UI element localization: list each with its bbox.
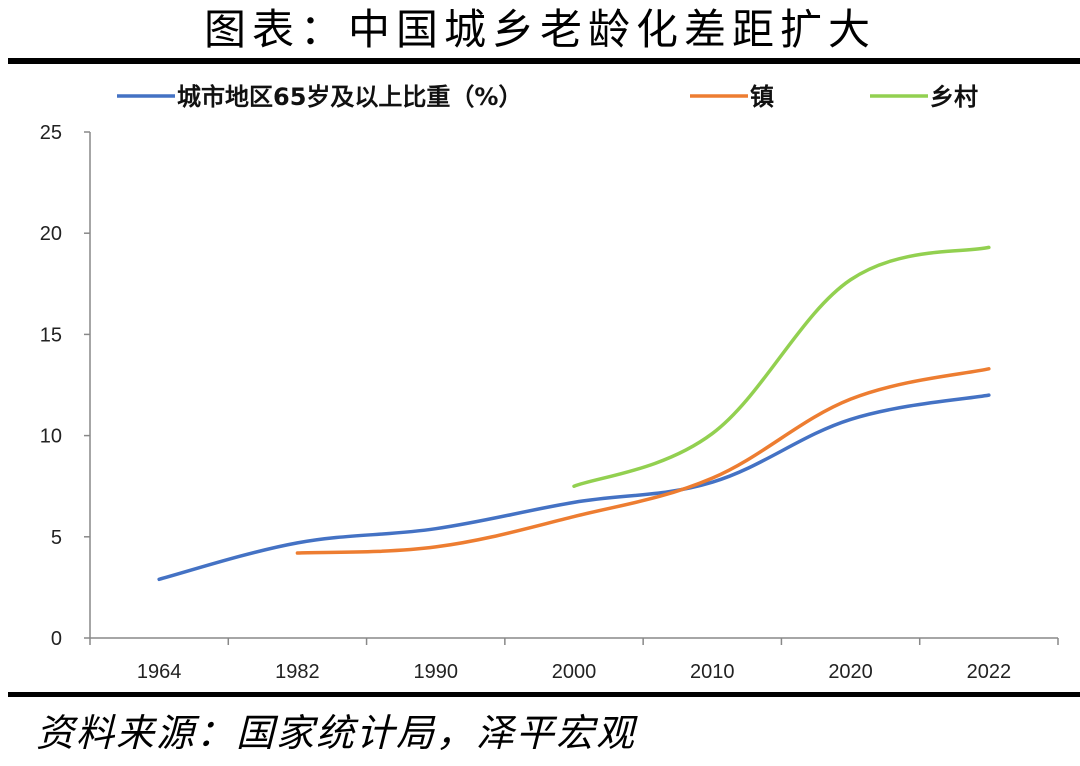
x-tick-label: 1982	[275, 661, 320, 683]
y-tick-label: 25	[40, 122, 62, 144]
series-layer	[157, 245, 991, 582]
axes: 0 5 10 15 20 25 1964 1982 1990 2000 2010 2020 2022	[40, 122, 1059, 683]
x-tick-label: 2022	[967, 661, 1012, 683]
x-tick-label: 1990	[413, 661, 458, 683]
legend-label: 镇	[750, 83, 774, 111]
source-note: 资料来源：国家统计局，泽平宏观	[36, 711, 637, 755]
y-tick-label: 10	[40, 426, 62, 448]
legend: 城市地区65岁及以上比重（%） 镇 乡村	[117, 83, 978, 111]
y-tick-label: 20	[40, 223, 62, 245]
x-tick-label: 1964	[137, 661, 182, 683]
bottom-rule	[8, 692, 1080, 697]
chart-title: 图表：中国城乡老龄化差距扩大	[203, 5, 876, 54]
x-tick-label: 2010	[690, 661, 735, 683]
legend-label: 城市地区65岁及以上比重（%）	[177, 83, 522, 111]
y-tick-label: 15	[40, 324, 62, 346]
line-chart: 城市地区65岁及以上比重（%） 镇 乡村 0 5 10 15 20 25 1964 1982 199…	[40, 83, 1059, 683]
x-tick-label: 2000	[552, 661, 597, 683]
legend-label: 乡村	[930, 83, 978, 111]
series-line-2	[572, 245, 991, 488]
x-tick-label: 2020	[828, 661, 873, 683]
series-line-1	[295, 367, 991, 555]
y-tick-label: 5	[51, 527, 62, 549]
y-tick-label: 0	[51, 628, 62, 650]
top-rule	[8, 58, 1080, 64]
